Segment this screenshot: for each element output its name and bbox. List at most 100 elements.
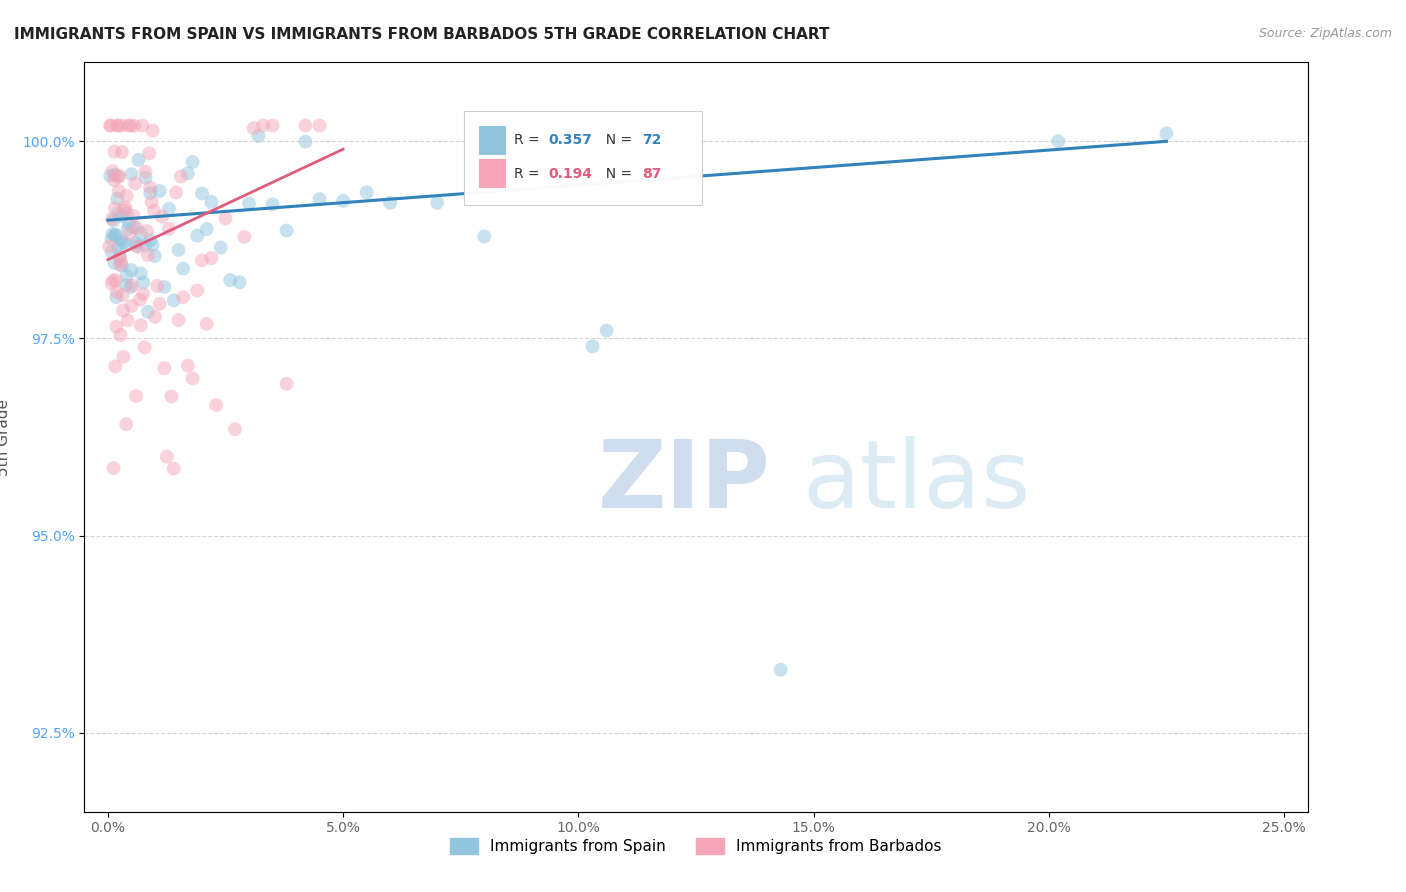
Point [125, 389, 148, 403]
Point [172, 261, 194, 276]
Point [121, 278, 143, 293]
Point [136, 248, 159, 262]
Point [107, 184, 129, 198]
Point [186, 228, 208, 243]
Point [107, 206, 129, 220]
Point [141, 195, 163, 210]
Text: IMMIGRANTS FROM SPAIN VS IMMIGRANTS FROM BARBADOS 5TH GRADE CORRELATION CHART: IMMIGRANTS FROM SPAIN VS IMMIGRANTS FROM… [14, 27, 830, 42]
Point [115, 188, 138, 202]
Point [101, 274, 124, 288]
Text: 72: 72 [643, 133, 662, 146]
Text: 0.357: 0.357 [548, 133, 592, 146]
Text: Source: ZipAtlas.com: Source: ZipAtlas.com [1258, 27, 1392, 40]
Point [120, 263, 142, 277]
Point [356, 186, 378, 200]
Point [129, 226, 152, 240]
Point [122, 119, 145, 133]
Text: R =: R = [513, 133, 544, 146]
Point [129, 318, 152, 333]
Point [195, 222, 218, 236]
Point [186, 284, 208, 298]
Point [143, 249, 166, 263]
Point [142, 123, 165, 137]
Point [100, 232, 122, 246]
Point [209, 241, 232, 255]
FancyBboxPatch shape [479, 159, 506, 187]
Point [195, 317, 218, 331]
Point [101, 164, 124, 178]
Point [98, 239, 121, 253]
Point [177, 166, 200, 180]
Point [157, 221, 180, 235]
Point [205, 398, 228, 412]
Text: 0.194: 0.194 [548, 167, 592, 181]
Point [114, 201, 136, 215]
Point [98, 169, 121, 183]
Point [103, 461, 125, 475]
Point [238, 196, 260, 211]
Point [242, 121, 264, 136]
Point [111, 145, 134, 159]
Point [117, 222, 139, 236]
Point [135, 164, 157, 178]
Point [120, 299, 142, 313]
Point [191, 186, 214, 201]
Point [142, 237, 165, 252]
Point [118, 216, 141, 230]
Point [138, 146, 160, 161]
Point [247, 128, 270, 143]
Point [472, 229, 495, 244]
Point [117, 119, 139, 133]
Point [380, 195, 402, 210]
Point [111, 236, 134, 251]
Point [181, 155, 204, 169]
Point [132, 287, 155, 301]
Point [181, 371, 204, 385]
Point [98, 119, 121, 133]
Point [163, 293, 186, 308]
Point [224, 422, 246, 436]
Point [127, 153, 149, 167]
Point [1047, 134, 1070, 148]
Point [167, 313, 190, 327]
Point [105, 319, 128, 334]
Point [103, 173, 125, 187]
Point [122, 209, 145, 223]
Point [294, 135, 316, 149]
Point [200, 194, 222, 209]
Text: N =: N = [598, 167, 637, 181]
Point [108, 169, 131, 183]
Point [120, 119, 142, 133]
Point [115, 417, 138, 432]
Point [172, 290, 194, 304]
Text: R =: R = [513, 167, 544, 181]
Point [167, 243, 190, 257]
Point [104, 273, 127, 287]
Point [122, 219, 145, 234]
Point [426, 195, 449, 210]
Point [124, 177, 146, 191]
Point [105, 192, 128, 206]
Point [128, 293, 150, 307]
Point [104, 168, 127, 182]
Text: 87: 87 [643, 167, 662, 181]
Point [595, 324, 617, 338]
Point [101, 227, 124, 242]
Point [110, 119, 132, 133]
Point [111, 259, 134, 273]
Point [104, 359, 127, 374]
Point [200, 251, 222, 265]
Point [112, 350, 135, 364]
Point [308, 119, 330, 133]
Point [105, 290, 128, 304]
Point [153, 280, 176, 294]
Point [136, 224, 159, 238]
Point [111, 288, 134, 302]
Y-axis label: 5th Grade: 5th Grade [0, 399, 11, 475]
Point [103, 213, 125, 227]
Point [228, 275, 250, 289]
Text: N =: N = [598, 133, 637, 146]
Point [104, 227, 127, 242]
Point [139, 233, 162, 247]
Point [191, 253, 214, 268]
